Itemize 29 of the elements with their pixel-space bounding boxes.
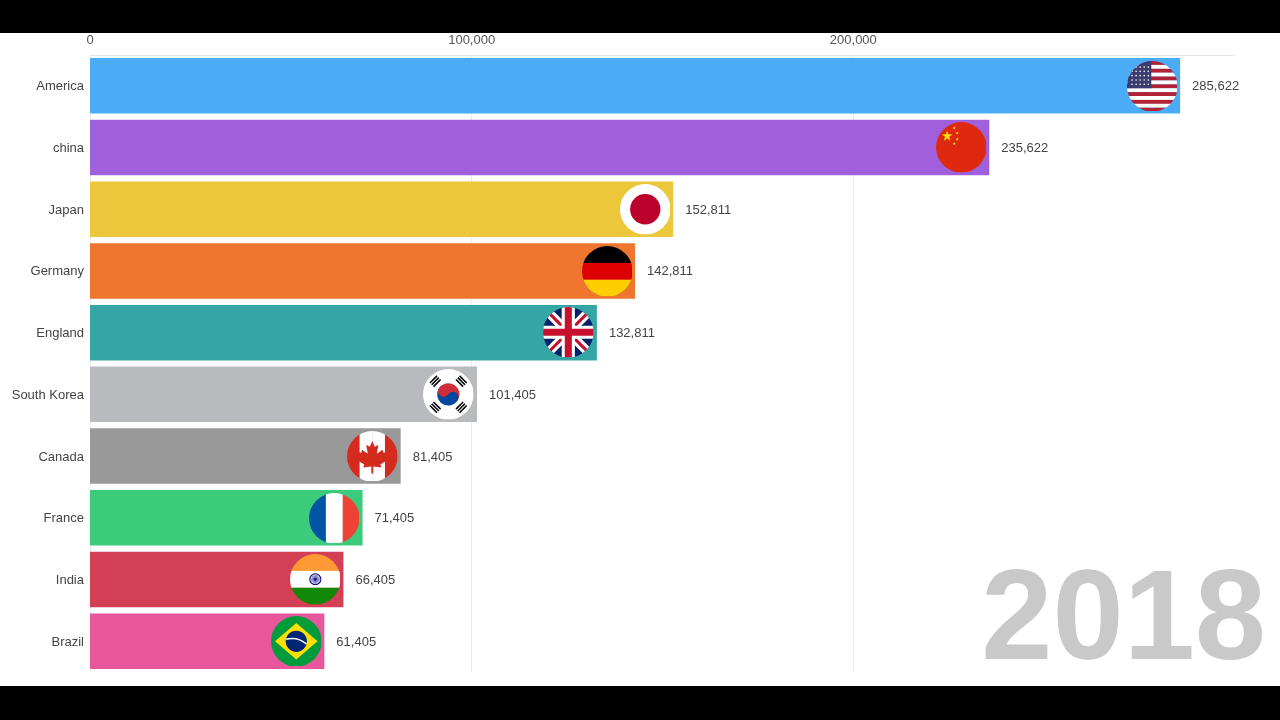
data-label: 71,405 [374,510,415,526]
bar [90,366,478,423]
data-label: 132,811 [608,325,655,341]
x-tick-label: 0 [86,32,94,47]
bar [90,58,1181,114]
data-label: 81,405 [412,448,453,464]
y-tick-label: India [55,571,85,587]
x-tick-label: 100,000 [448,32,496,47]
y-tick-label: Canada [38,448,85,464]
y-tick-label: France [43,510,84,526]
bar [90,181,674,238]
data-label: 142,811 [647,263,694,279]
y-tick-label: Brazil [51,633,85,649]
data-label: 152,811 [685,201,732,217]
bar [90,119,990,176]
y-tick-label: Japan [48,201,84,217]
y-tick-label: England [36,325,84,341]
data-label: 285,622 [1192,78,1240,94]
y-tick-label: Germany [30,263,85,279]
bar [90,304,597,361]
y-tick-label: South Korea [11,386,85,402]
data-label: 235,622 [1001,140,1049,156]
bar [90,243,636,299]
y-tick-label: America [36,78,85,94]
x-tick-label: 200,000 [829,32,877,47]
data-label: 61,405 [336,633,377,649]
data-label: 101,405 [489,386,537,402]
y-tick-label: china [52,140,85,156]
data-label: 66,405 [355,571,396,587]
